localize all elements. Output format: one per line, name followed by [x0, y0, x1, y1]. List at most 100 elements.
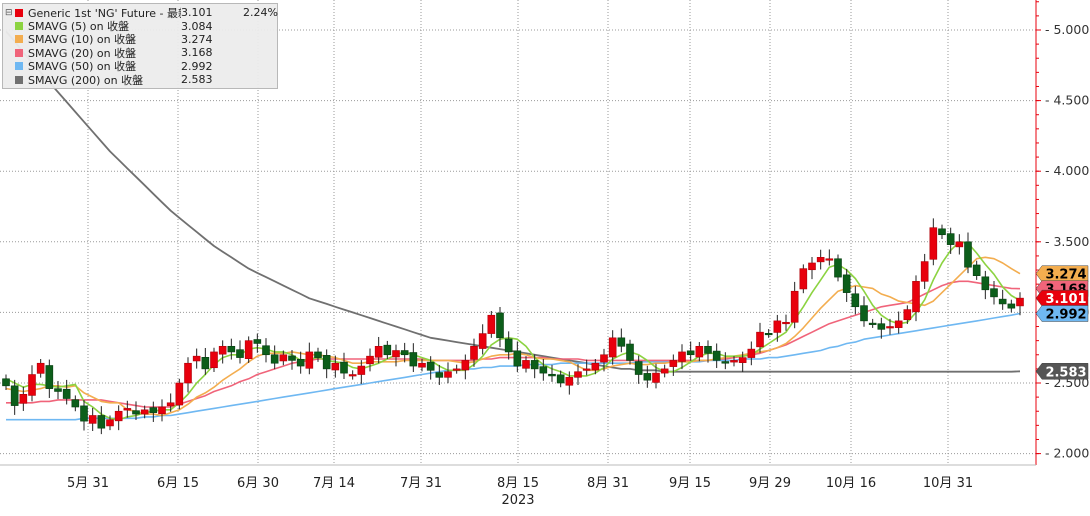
- candle: [981, 270, 990, 300]
- candle-body-down: [496, 312, 504, 339]
- candle-body-down: [201, 357, 210, 370]
- legend-value: 2.992: [181, 59, 213, 73]
- candle-body-up: [158, 406, 166, 415]
- candle-body-up: [1016, 297, 1024, 307]
- candle-body-down: [1007, 303, 1016, 309]
- legend-series-name: SMAVG (200) on 收盤: [28, 73, 144, 87]
- candle: [730, 356, 738, 367]
- candle-body-down: [296, 358, 305, 367]
- candle: [45, 359, 54, 398]
- candle: [62, 379, 71, 405]
- candle-body-down: [132, 410, 140, 415]
- price-tag: 2.992: [1035, 305, 1089, 323]
- candle: [452, 364, 461, 374]
- x-tick-label: 10月 16: [826, 476, 876, 491]
- legend-value: 3.101: [181, 6, 213, 20]
- candle: [296, 351, 305, 374]
- candle-body-down: [80, 405, 88, 422]
- candle-body-up: [166, 402, 175, 407]
- candle: [227, 338, 236, 360]
- legend-collapse-icon[interactable]: ⊟: [5, 8, 13, 18]
- candle: [539, 358, 548, 381]
- candle-body-up: [608, 337, 617, 358]
- candle-body-down: [530, 360, 539, 370]
- price-tag-label: 2.992: [1045, 308, 1086, 323]
- candle-body-down: [45, 365, 54, 389]
- candle-body-up: [114, 410, 123, 422]
- candle-body-down: [877, 323, 886, 330]
- candle: [877, 317, 886, 339]
- candle-body-down: [626, 343, 634, 361]
- legend-swatch: [15, 75, 23, 84]
- legend-entry: Generic 1st 'NG' Future - 最新價3.101 2.24%: [11, 6, 278, 20]
- x-year-label: 2023: [501, 493, 534, 508]
- candle: [773, 314, 782, 342]
- candle-body-up: [392, 350, 400, 358]
- chart-legend: ⊟ Generic 1st 'NG' Future - 最新價3.101 2.24…: [2, 3, 278, 90]
- candle-body-down: [643, 373, 652, 381]
- legend-value: 3.168: [181, 46, 213, 60]
- candle-body-up: [175, 382, 184, 406]
- candle: [288, 349, 296, 370]
- candle: [652, 363, 660, 389]
- legend-swatch: [15, 48, 23, 57]
- candle: [496, 307, 504, 348]
- sma50-line: [6, 312, 1021, 421]
- x-tick-label: 8月 31: [587, 476, 629, 491]
- candle-body-up: [487, 314, 496, 334]
- candle: [660, 364, 669, 378]
- candle: [764, 329, 773, 338]
- candle-body-down: [2, 378, 10, 387]
- candle: [2, 374, 10, 391]
- candle: [990, 281, 998, 305]
- candle-body-up: [218, 345, 227, 355]
- candle-body-up: [374, 345, 383, 358]
- candle-body-up: [210, 351, 218, 369]
- candle: [88, 407, 97, 432]
- candle: [964, 232, 972, 274]
- candle: [504, 331, 513, 360]
- candle: [678, 344, 686, 370]
- candle: [929, 218, 938, 266]
- candle-body-down: [938, 228, 946, 236]
- candle: [669, 354, 678, 376]
- candle-body-up: [756, 331, 764, 348]
- candle-body-down: [314, 351, 322, 358]
- candle: [71, 395, 80, 412]
- legend-series-name: SMAVG (5) on 收盤: [28, 20, 130, 34]
- candle-body-up: [894, 320, 903, 328]
- candle: [704, 340, 712, 363]
- sma20-line: [6, 280, 1021, 408]
- candle-body-up: [678, 351, 686, 362]
- candle: [834, 254, 842, 282]
- candle: [54, 381, 62, 400]
- candle: [790, 281, 799, 329]
- candle-body-up: [920, 261, 929, 282]
- legend-entry: SMAVG (20) on 收盤 3.168: [11, 46, 275, 60]
- candle-body-down: [842, 274, 851, 293]
- sma200-line: [5, 30, 1021, 373]
- legend-series-name: SMAVG (20) on 收盤: [28, 46, 137, 60]
- candle: [409, 343, 418, 372]
- candle-body-up: [123, 408, 132, 411]
- candle-body-up: [652, 372, 660, 383]
- candle-body-up: [582, 368, 591, 371]
- candle-body-up: [912, 281, 920, 313]
- candle: [972, 260, 981, 280]
- candle-body-down: [998, 298, 1007, 305]
- candle: [1016, 292, 1024, 316]
- candle-body-up: [279, 354, 288, 362]
- candle-body-up: [28, 374, 36, 396]
- candle-body-down: [322, 355, 331, 370]
- candle-body-down: [253, 339, 262, 344]
- candle: [426, 356, 435, 380]
- candle: [140, 405, 149, 419]
- candle-body-up: [782, 321, 790, 325]
- candle-body-up: [669, 360, 678, 367]
- candle-body-up: [790, 290, 799, 323]
- legend-value: 2.583: [181, 73, 213, 87]
- candle-body-down: [834, 258, 842, 278]
- candle-body-down: [54, 388, 62, 392]
- y-tick-label: - 3.500: [1045, 234, 1089, 249]
